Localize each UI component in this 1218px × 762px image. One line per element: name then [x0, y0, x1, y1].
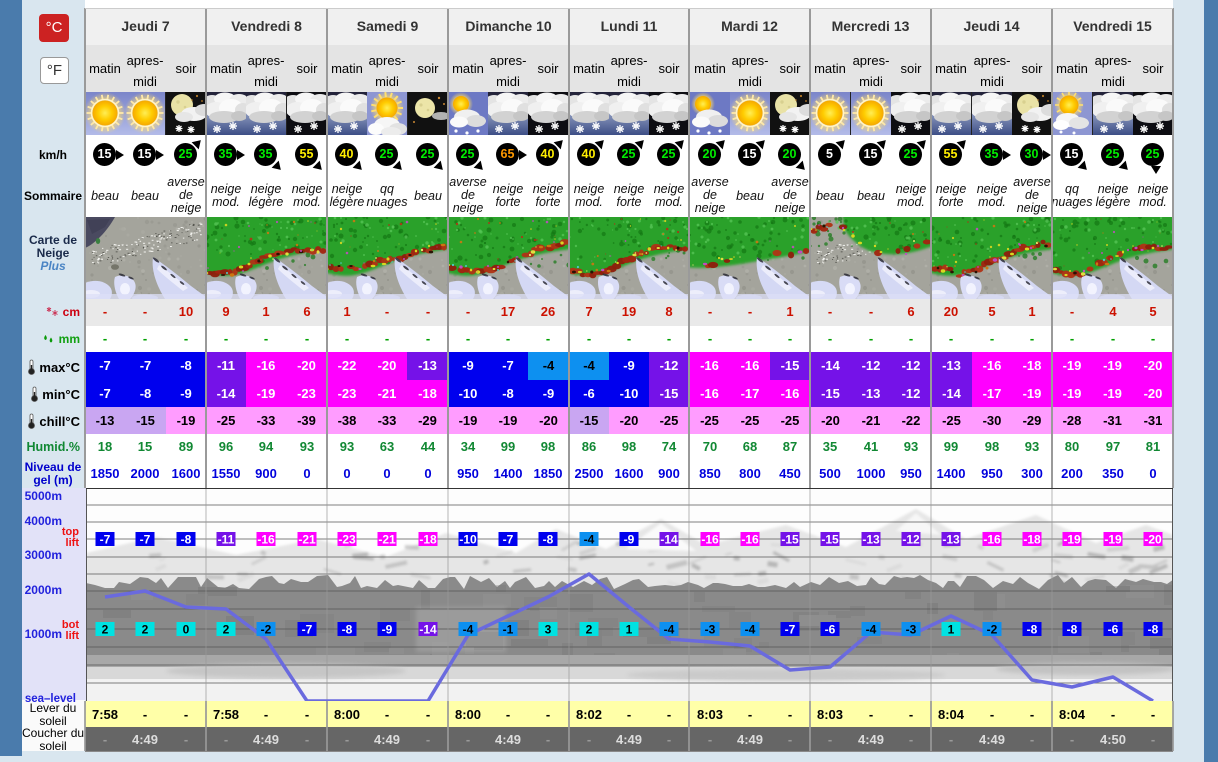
- svg-text:-18: -18: [419, 533, 437, 547]
- svg-text:-16: -16: [257, 533, 275, 547]
- svg-text:-3: -3: [705, 623, 716, 637]
- svg-text:-8: -8: [181, 533, 192, 547]
- svg-text:-8: -8: [1148, 623, 1159, 637]
- svg-text:-11: -11: [218, 533, 235, 547]
- svg-text:-6: -6: [825, 623, 836, 637]
- svg-text:-8: -8: [1027, 623, 1038, 637]
- svg-text:-8: -8: [342, 623, 353, 637]
- svg-text:-4: -4: [745, 623, 756, 637]
- svg-text:2: 2: [102, 623, 109, 637]
- svg-text:-13: -13: [862, 533, 880, 547]
- svg-text:2: 2: [142, 623, 149, 637]
- svg-text:-6: -6: [1108, 623, 1119, 637]
- svg-text:-7: -7: [785, 623, 796, 637]
- svg-text:-8: -8: [543, 533, 554, 547]
- svg-text:-8: -8: [1067, 623, 1078, 637]
- svg-text:-10: -10: [459, 533, 477, 547]
- svg-text:-16: -16: [701, 533, 719, 547]
- svg-text:-4: -4: [463, 623, 474, 637]
- svg-text:-9: -9: [624, 533, 635, 547]
- svg-text:-2: -2: [261, 623, 272, 637]
- svg-text:-19: -19: [1063, 533, 1081, 547]
- svg-text:-7: -7: [140, 533, 151, 547]
- svg-text:-23: -23: [338, 533, 356, 547]
- svg-text:-16: -16: [741, 533, 759, 547]
- svg-text:-12: -12: [902, 533, 920, 547]
- svg-text:-4: -4: [866, 623, 877, 637]
- svg-text:3: 3: [545, 623, 552, 637]
- svg-text:2: 2: [223, 623, 230, 637]
- svg-text:1: 1: [626, 623, 633, 637]
- svg-text:-7: -7: [503, 533, 514, 547]
- svg-text:-20: -20: [1144, 533, 1162, 547]
- svg-text:-9: -9: [382, 623, 393, 637]
- svg-text:-14: -14: [660, 533, 678, 547]
- svg-text:-14: -14: [419, 623, 437, 637]
- svg-text:-4: -4: [664, 623, 675, 637]
- svg-text:-15: -15: [781, 533, 799, 547]
- svg-text:-1: -1: [503, 623, 514, 637]
- svg-text:0: 0: [183, 623, 190, 637]
- svg-text:-2: -2: [987, 623, 998, 637]
- svg-text:-13: -13: [942, 533, 960, 547]
- svg-text:-19: -19: [1104, 533, 1122, 547]
- svg-text:-21: -21: [378, 533, 396, 547]
- svg-text:-21: -21: [298, 533, 316, 547]
- svg-text:-3: -3: [906, 623, 917, 637]
- svg-text:-4: -4: [584, 533, 595, 547]
- svg-text:-18: -18: [1023, 533, 1041, 547]
- svg-text:-16: -16: [983, 533, 1001, 547]
- svg-text:-7: -7: [100, 533, 111, 547]
- svg-text:-7: -7: [302, 623, 313, 637]
- svg-text:2: 2: [586, 623, 593, 637]
- svg-text:1: 1: [948, 623, 955, 637]
- svg-text:-15: -15: [821, 533, 839, 547]
